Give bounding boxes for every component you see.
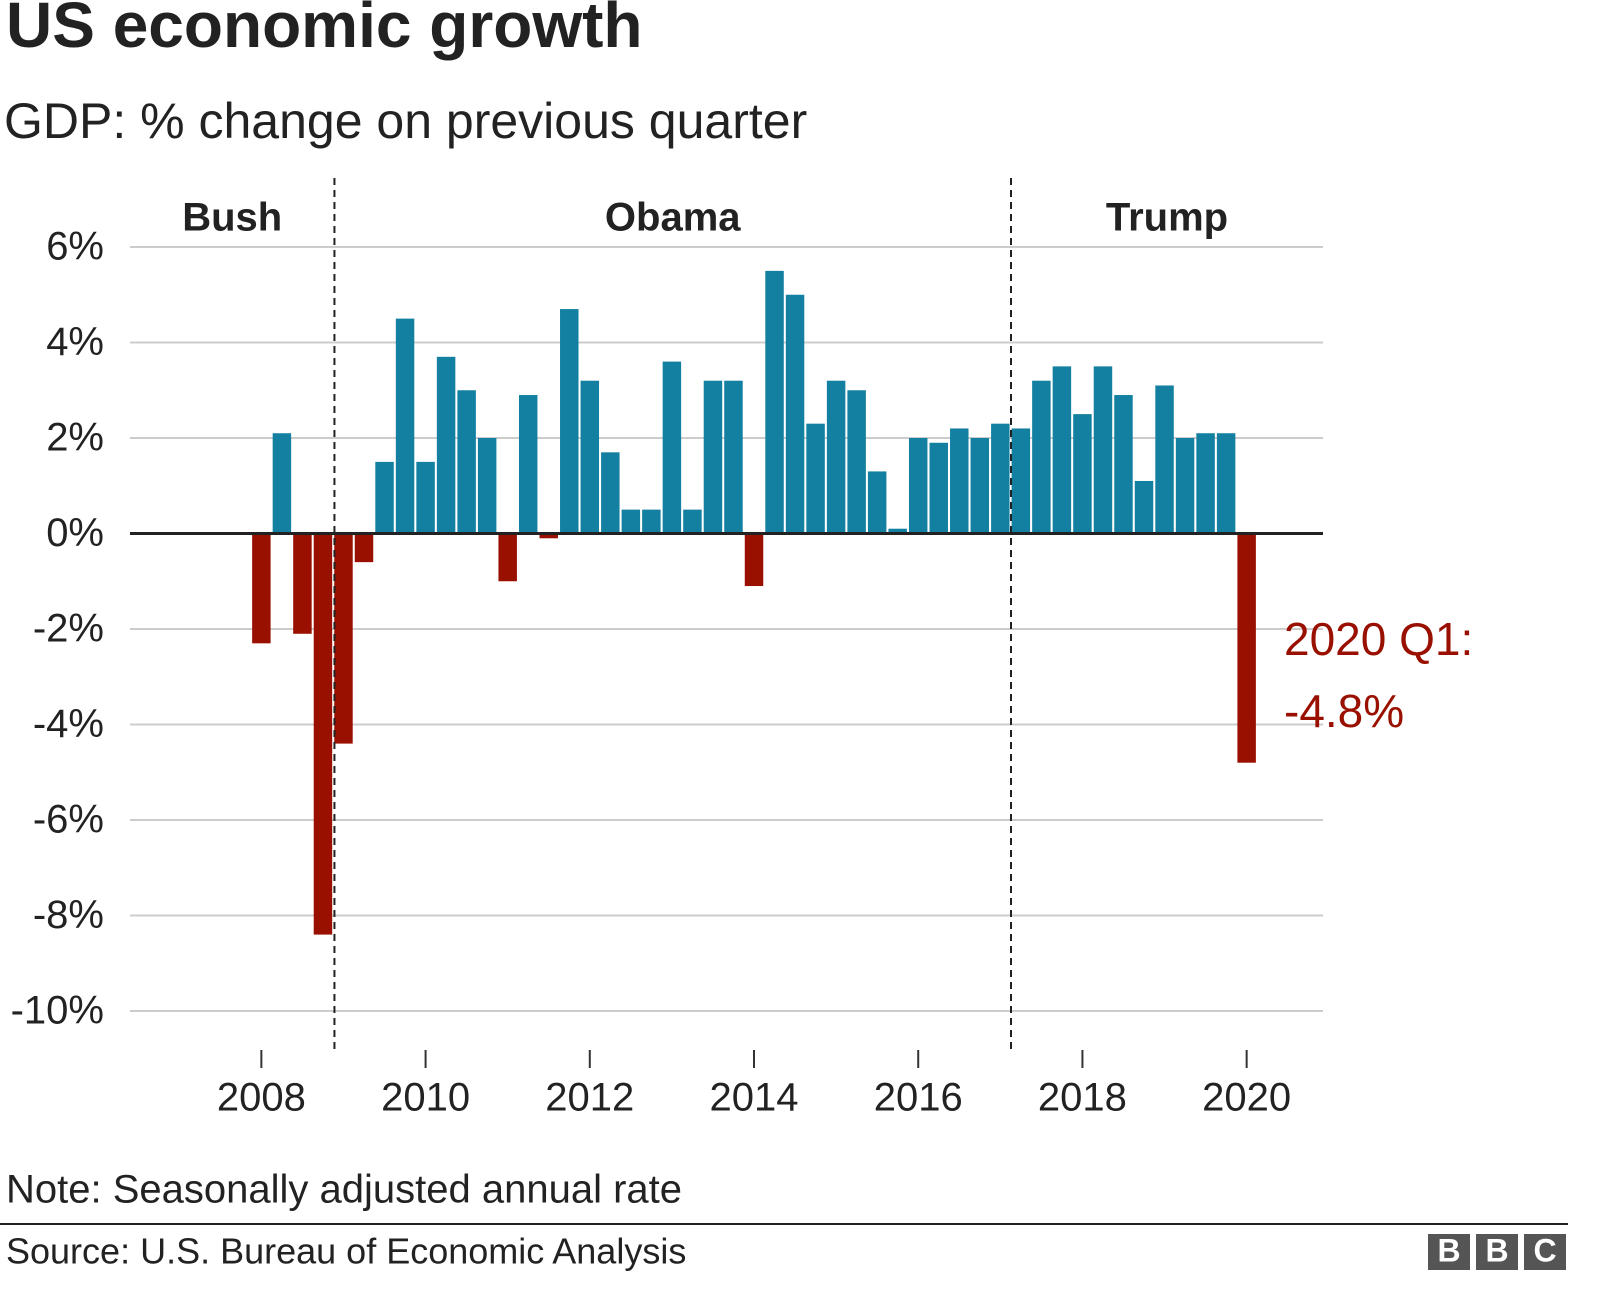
bar [252,533,271,644]
bar [272,433,292,534]
x-tick-label: 2010 [381,1076,470,1120]
logo-box [1524,1234,1566,1270]
bar [539,533,558,539]
bar [580,380,600,534]
bar [1073,414,1092,534]
logo-box [1428,1234,1470,1270]
bar [950,428,969,534]
bar [601,452,620,534]
bar [765,270,784,534]
chart-subtitle: GDP: % change on previous quarter [4,93,807,149]
bar [334,533,353,744]
x-tick-label: 2020 [1202,1076,1291,1120]
bar [621,509,641,534]
x-tick-label: 2012 [545,1076,634,1120]
bar [436,356,456,534]
bar [518,395,538,534]
logo-letter: B [1437,1232,1460,1268]
bar [744,533,764,587]
bar [1175,438,1195,534]
bar [683,509,702,534]
y-tick-label: 2% [46,416,104,460]
bar [970,438,990,534]
bar [1196,433,1215,534]
bar [642,509,661,534]
y-tick-label: 0% [46,511,104,555]
bar [662,361,682,534]
bar [724,380,743,534]
note: Note: Seasonally adjusted annual rate [6,1168,682,1212]
x-tick-label: 2018 [1038,1076,1127,1120]
bar [826,380,846,534]
bar [498,533,517,582]
y-tick-label: -8% [33,893,104,937]
bar [867,471,887,534]
bar [395,318,415,534]
bar [477,438,497,534]
bar [888,528,907,534]
chart-title: US economic growth [6,0,643,61]
logo-box [1476,1234,1518,1270]
bar [908,438,928,534]
era-label: Bush [182,196,282,240]
y-tick-label: 6% [46,225,104,269]
bar [416,461,435,534]
bar [703,380,723,534]
bar [1114,395,1133,534]
bar [560,309,579,534]
y-tick-label: -2% [33,607,104,651]
bar [847,390,866,534]
era-label: Trump [1106,196,1228,240]
x-tick-label: 2008 [217,1076,306,1120]
x-tick-label: 2014 [710,1076,799,1120]
bar [991,423,1010,534]
source: Source: U.S. Bureau of Economic Analysis [6,1231,686,1272]
bar [1134,480,1154,534]
bar [457,390,476,534]
bar [785,294,805,534]
bar [375,461,394,534]
y-tick-label: -10% [11,989,104,1033]
y-tick-label: 4% [46,320,104,364]
x-tick-label: 2016 [874,1076,963,1120]
y-tick-label: -6% [33,798,104,842]
bar [806,423,825,534]
bar [293,533,312,634]
bar [354,533,374,563]
logo-letter: B [1485,1232,1508,1268]
y-tick-label: -4% [33,702,104,746]
bar [313,533,333,935]
annotation: -4.8% [1284,685,1404,737]
bar [1032,380,1051,534]
bar [1011,428,1031,534]
bar [1093,366,1113,534]
bar [1155,385,1174,534]
bar [1237,533,1256,763]
bar [1052,366,1072,534]
logo-letter: C [1533,1232,1556,1268]
annotation: 2020 Q1: [1284,613,1473,665]
era-label: Obama [605,196,741,240]
bar [929,442,948,534]
bar [1216,433,1236,534]
